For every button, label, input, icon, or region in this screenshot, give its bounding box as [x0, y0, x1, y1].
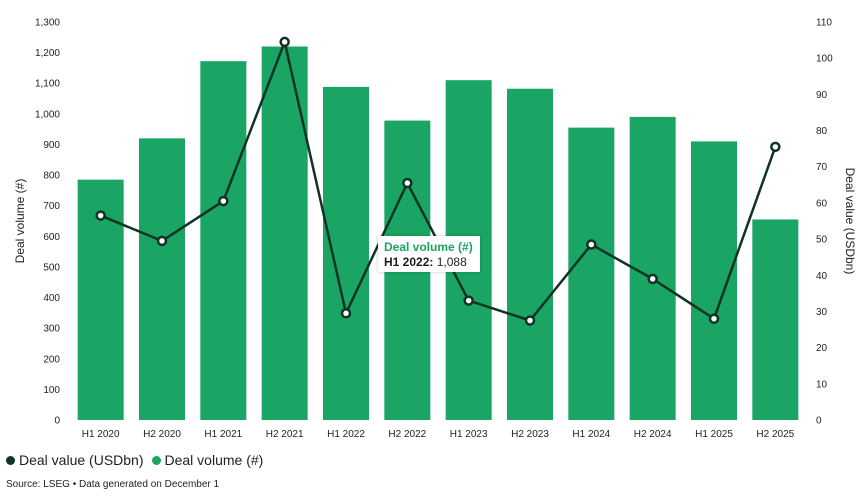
line-point-h2-2021[interactable]	[279, 36, 290, 48]
line-point-h2-2024[interactable]	[647, 273, 658, 285]
y-left-tick-label: 400	[43, 293, 60, 304]
legend-item-deal-volume[interactable]: Deal volume (#)	[151, 452, 264, 468]
y-right-tick-label: 10	[816, 379, 828, 390]
y-left-tick-label: 200	[43, 354, 60, 365]
legend-item-deal-value[interactable]: Deal value (USDbn)	[6, 452, 144, 468]
y-left-tick-label: 1,300	[35, 18, 60, 29]
line-point-h1-2021[interactable]	[218, 195, 229, 207]
x-tick-label: H2 2025	[756, 429, 794, 440]
line-point-h1-2020[interactable]	[95, 210, 106, 221]
legend-label-deal-volume: Deal volume (#)	[164, 452, 264, 468]
y-left-tick-label: 300	[43, 324, 60, 335]
y-right-tick-label: 80	[816, 126, 828, 137]
line-point-h2-2023[interactable]	[524, 315, 536, 326]
x-tick-label: H1 2020	[82, 429, 120, 440]
tooltip-value-line: H1 2022: 1,088	[384, 255, 474, 270]
legend: Deal value (USDbn) Deal volume (#)	[6, 452, 271, 468]
y-right-tick-label: 40	[816, 271, 828, 282]
bar-h1-2025[interactable]	[691, 141, 737, 420]
x-tick-label: H2 2022	[388, 429, 426, 440]
chart-tooltip: Deal volume (#) H1 2022: 1,088	[378, 236, 480, 272]
y-right-tick-label: 110	[816, 18, 832, 29]
x-tick-label: H1 2022	[327, 429, 365, 440]
y-left-axis-title: Deal volume (#)	[13, 179, 27, 264]
x-tick-label: H2 2021	[266, 429, 304, 440]
y-right-tick-label: 30	[816, 307, 828, 318]
y-left-tick-label: 1,200	[35, 48, 60, 59]
y-left-tick-label: 800	[43, 171, 60, 182]
x-tick-label: H1 2021	[204, 429, 242, 440]
y-left-tick-label: 500	[43, 262, 60, 273]
y-right-tick-label: 70	[816, 162, 828, 173]
line-point-h1-2023[interactable]	[463, 295, 474, 306]
line-point-h1-2025[interactable]	[708, 313, 720, 324]
legend-swatch-deal-value	[6, 455, 15, 465]
y-left-tick-label: 1,000	[35, 109, 60, 120]
combo-chart: 01002003004005006007008009001,0001,1001,…	[13, 18, 857, 441]
x-tick-label: H1 2025	[695, 429, 733, 440]
y-left-tick-label: 100	[43, 385, 60, 396]
line-point-h2-2020[interactable]	[156, 235, 168, 247]
bar-h1-2024[interactable]	[568, 127, 615, 420]
x-tick-label: H1 2023	[450, 429, 488, 440]
line-point-h1-2024[interactable]	[586, 239, 597, 250]
y-left-tick-label: 0	[54, 416, 60, 427]
line-point-h2-2022[interactable]	[402, 177, 413, 189]
bar-h2-2024[interactable]	[629, 116, 676, 421]
line-point-h2-2025[interactable]	[770, 141, 781, 153]
y-left-tick-label: 700	[43, 201, 60, 212]
tooltip-series: Deal volume (#)	[384, 240, 473, 254]
legend-label-deal-value: Deal value (USDbn)	[19, 452, 144, 468]
bar-h2-2023[interactable]	[507, 88, 553, 420]
bar-h1-2021[interactable]	[200, 61, 247, 421]
y-right-tick-label: 20	[816, 343, 828, 354]
x-tick-label: H1 2024	[572, 429, 610, 440]
y-right-tick-label: 0	[816, 416, 822, 427]
x-tick-label: H2 2023	[511, 429, 549, 440]
y-right-tick-label: 90	[816, 90, 828, 101]
y-left-tick-label: 600	[43, 232, 60, 243]
bar-h2-2020[interactable]	[139, 138, 185, 421]
y-left-tick-label: 900	[43, 140, 60, 151]
tooltip-category: H1 2022	[384, 255, 430, 269]
line-point-h1-2022[interactable]	[340, 308, 352, 319]
y-left-tick-label: 1,100	[35, 79, 60, 90]
tooltip-colon: :	[429, 255, 437, 269]
tooltip-value: 1,088	[436, 255, 467, 269]
source-note: Source: LSEG • Data generated on Decembe…	[6, 479, 220, 490]
y-right-tick-label: 60	[816, 198, 828, 209]
bar-h1-2022[interactable]	[323, 86, 369, 421]
x-tick-label: H2 2024	[634, 429, 672, 440]
bar-h2-2021[interactable]	[261, 46, 308, 420]
legend-swatch-deal-volume	[151, 455, 161, 465]
y-right-tick-label: 100	[816, 54, 833, 65]
x-tick-label: H2 2020	[143, 429, 181, 440]
bar-h2-2025[interactable]	[752, 219, 799, 420]
y-right-axis-title: Deal value (USDbn)	[843, 168, 857, 275]
y-right-tick-label: 50	[816, 235, 828, 246]
